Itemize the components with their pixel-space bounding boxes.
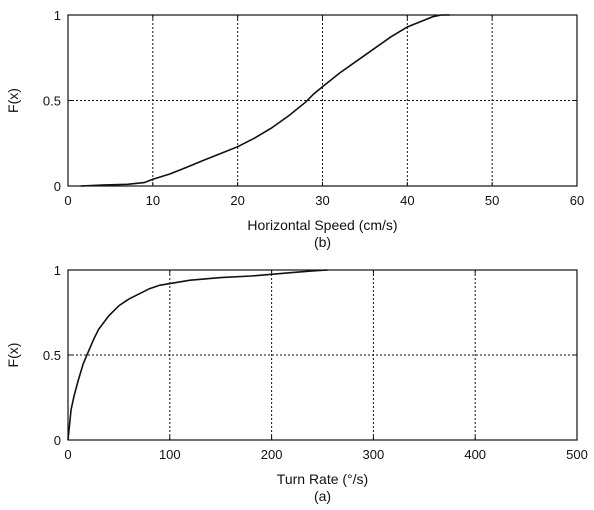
chart-panel-0: 0 10 20 30 40 50 60 0 0.5 1 Horizontal Speed (cm/s…: [5, 8, 584, 250]
x-tick-label: 500: [566, 447, 588, 462]
y-tick-label: 0: [54, 179, 61, 194]
y-axis-label: F(x): [5, 88, 21, 113]
x-tick-label: 200: [261, 447, 283, 462]
x-tick-label: 40: [400, 193, 414, 208]
x-tick-label: 50: [485, 193, 499, 208]
x-axis-label: Turn Rate (°/s): [277, 471, 368, 487]
x-tick-label: 300: [363, 447, 385, 462]
x-tick-label: 60: [570, 193, 584, 208]
x-tick-label: 100: [159, 447, 181, 462]
cdf-line: [80, 14, 450, 187]
cdf-line: [67, 269, 328, 441]
y-tick-label: 0: [54, 433, 61, 448]
y-tick-label: 1: [54, 263, 61, 278]
chart-panel-1: 0 100 200 300 400 500 0 0.5 1 Turn Rate (°/s) F(x)…: [5, 263, 588, 504]
x-tick-label: 10: [146, 193, 160, 208]
y-axis-label: F(x): [5, 343, 21, 368]
x-tick-label: 0: [64, 447, 71, 462]
y-tick-label: 0.5: [43, 348, 61, 363]
x-axis-label: Horizontal Speed (cm/s): [247, 217, 397, 233]
x-tick-label: 30: [315, 193, 329, 208]
plot-frame: [67, 14, 578, 187]
x-tick-label: 0: [64, 193, 71, 208]
panel-caption: (b): [314, 234, 331, 250]
x-tick-label: 20: [230, 193, 244, 208]
y-tick-label: 1: [54, 8, 61, 23]
panel-caption: (a): [314, 488, 331, 504]
y-tick-label: 0.5: [43, 94, 61, 109]
x-tick-label: 400: [464, 447, 486, 462]
